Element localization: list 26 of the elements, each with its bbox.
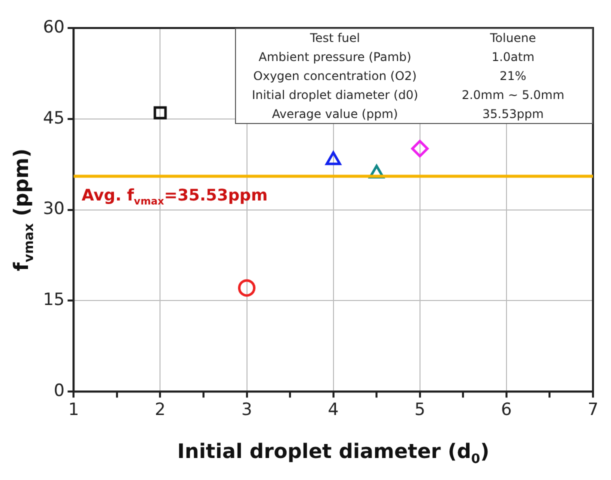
x-tick-label: 2 [154, 400, 166, 420]
y-tick-label: 60 [42, 17, 65, 38]
annotation: 21% [498, 68, 528, 85]
point [238, 279, 256, 297]
annotation: Toluene [489, 30, 537, 48]
annotation: Initial droplet diameter (d0) [250, 87, 420, 104]
point [411, 140, 429, 158]
annotation: Average value (ppm) [271, 106, 399, 123]
x-tick-label: 6 [501, 400, 512, 420]
y-tick-label: 30 [42, 199, 65, 220]
annotation: Ambient pressure (Pamb) [258, 49, 412, 66]
y-axis-title: fvmax (ppm) [9, 148, 37, 272]
x-tick-label: 5 [414, 400, 426, 420]
annotation: 35.53ppm [481, 106, 545, 123]
x-tick-label: 3 [241, 400, 252, 420]
point [154, 106, 167, 120]
annotation: Test fuel [309, 30, 361, 48]
x-tick-label: 7 [588, 400, 598, 420]
annotation: 2.0mm ~ 5.0mm [460, 87, 566, 104]
y-tick-label: 0 [54, 381, 65, 402]
y-tick-label: 45 [42, 108, 65, 128]
annotation: 1.0atm [490, 49, 536, 66]
annotation: Oxygen concentration (O2) [252, 68, 418, 85]
y-tick-label: 15 [42, 290, 65, 310]
x-tick-label: 1 [68, 400, 80, 420]
x-tick-label: 4 [328, 400, 339, 420]
